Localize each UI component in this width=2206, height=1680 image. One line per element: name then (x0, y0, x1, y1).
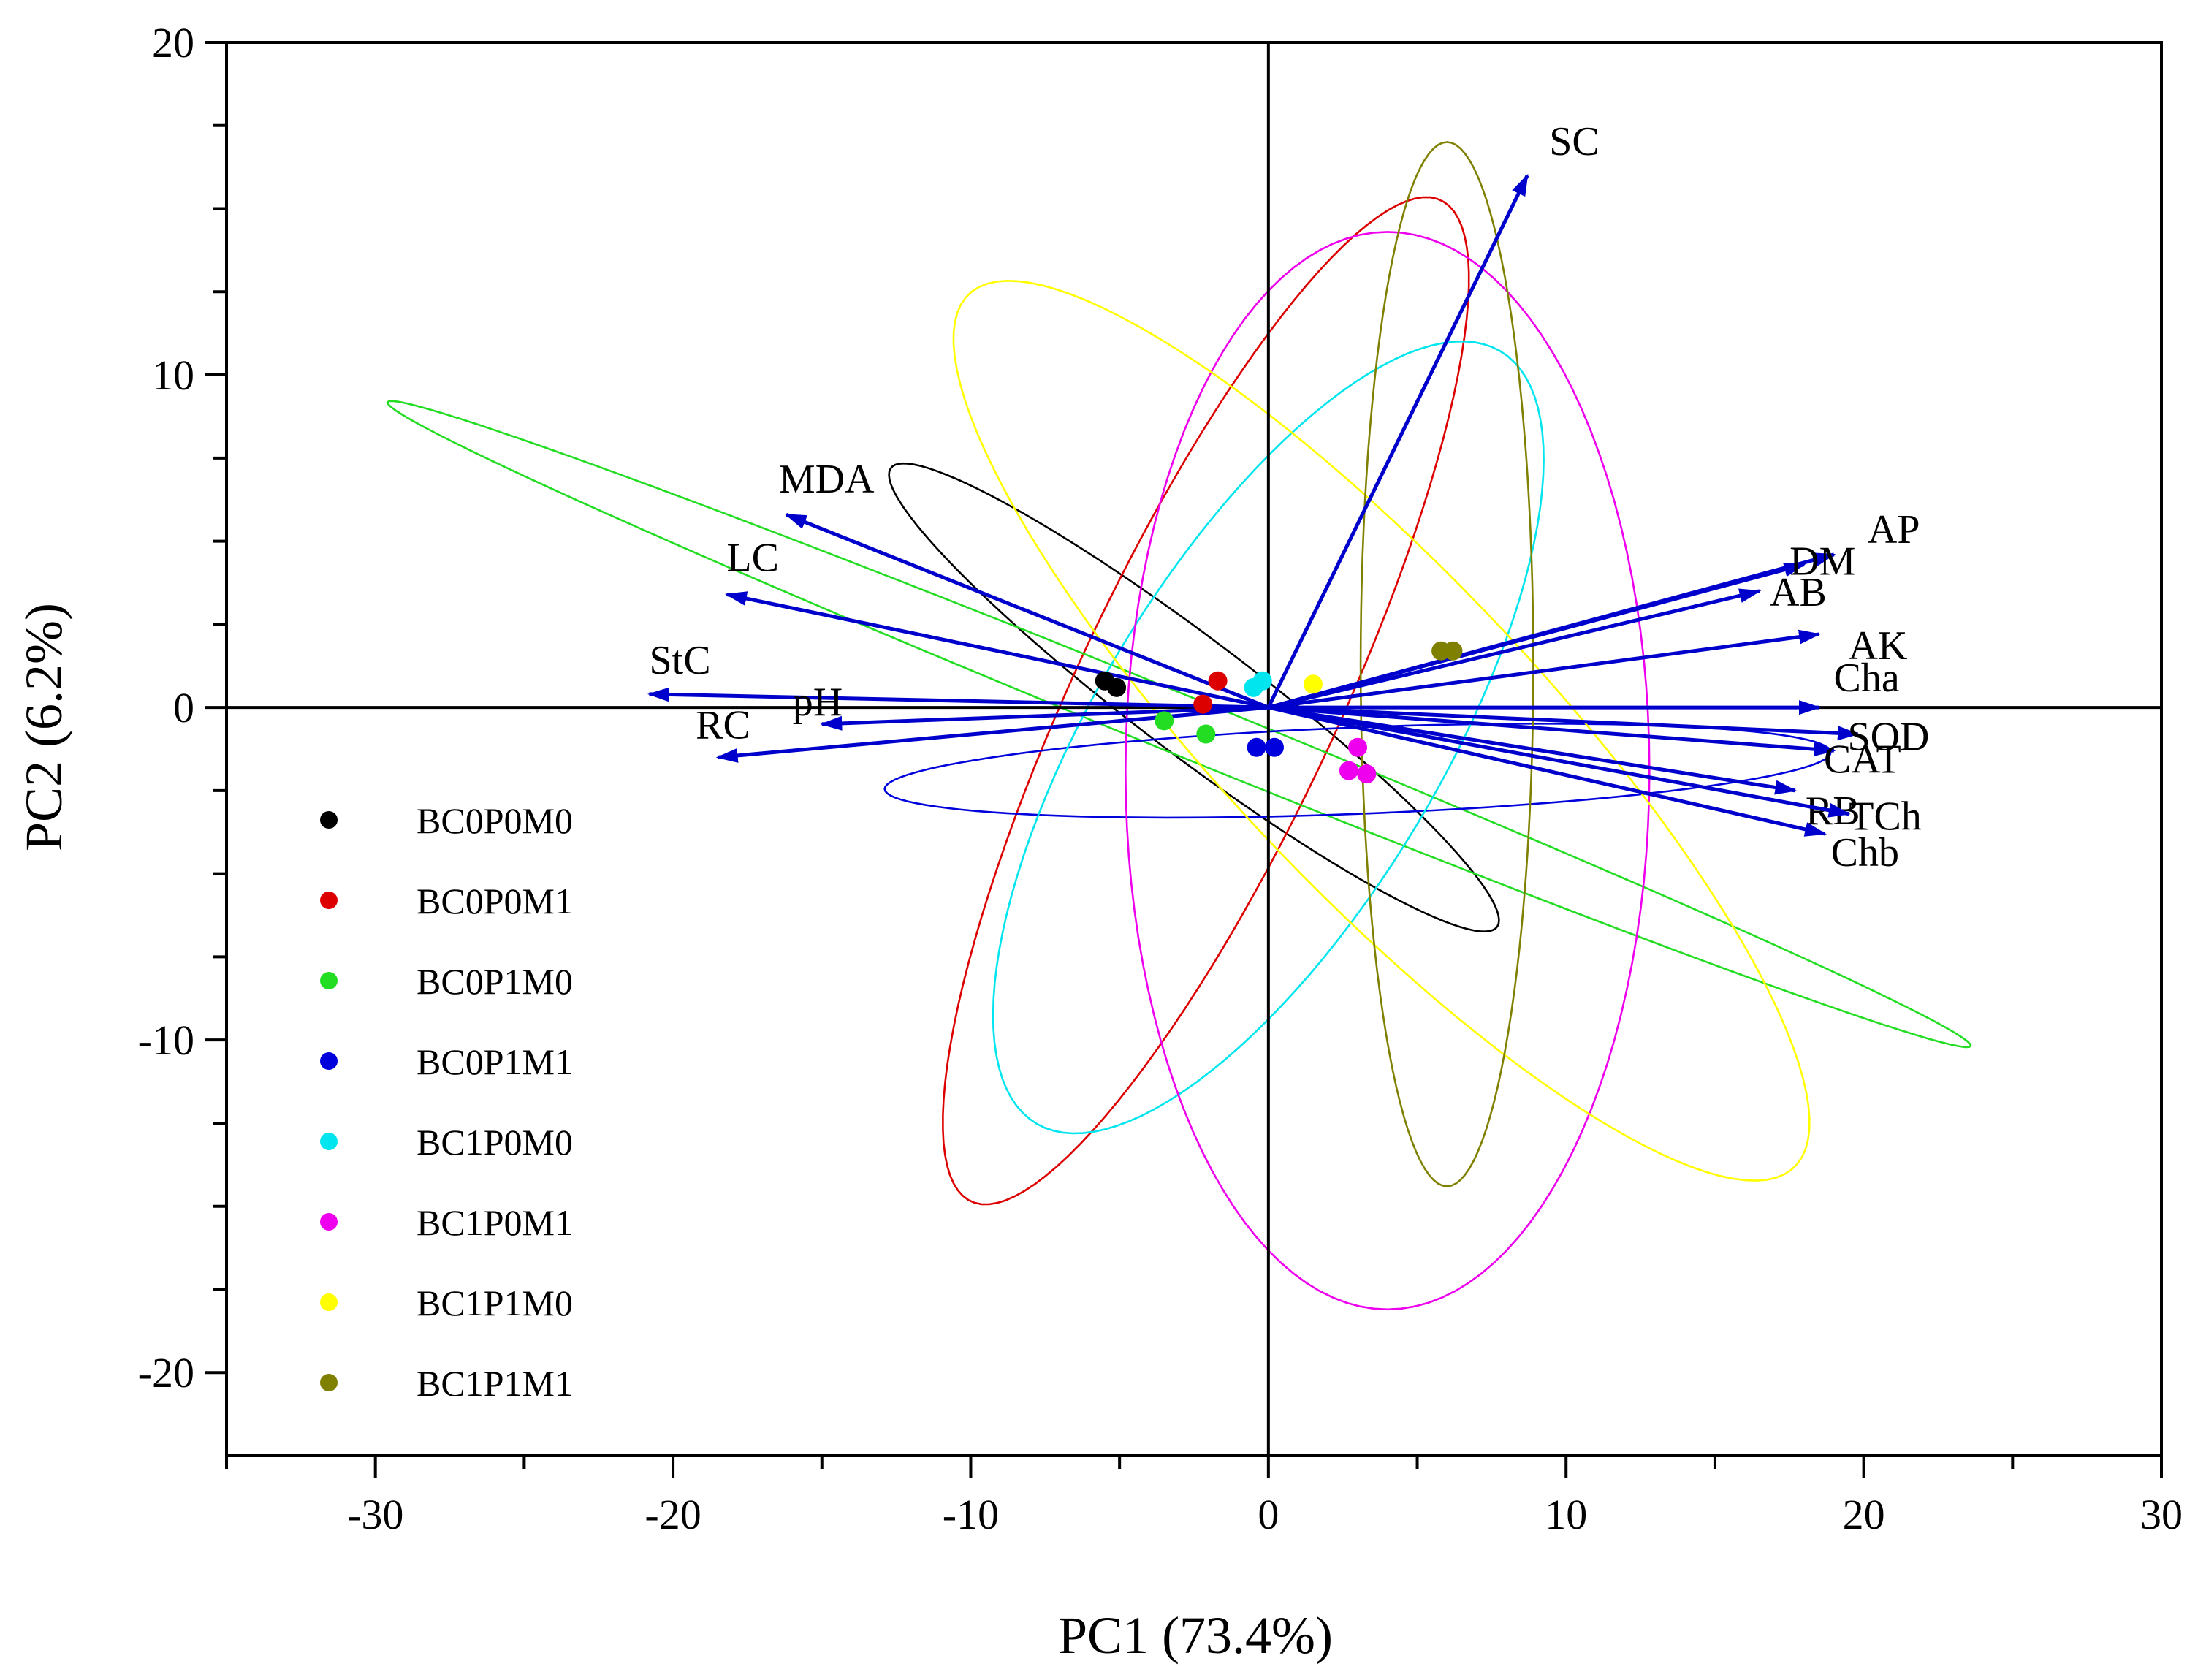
loading-label-dm: DM (1789, 539, 1855, 584)
legend: BC0P0M0 BC0P0M1 BC0P1M0 BC0P1M1 BC1P0M0 BC1P0… (320, 800, 573, 1404)
loading-arrow-sod (1268, 705, 1860, 741)
x-tick-label--30: -30 (347, 1491, 403, 1538)
ellipse-bc0p0m1 (942, 196, 1470, 1206)
plot-frame (225, 41, 2163, 1457)
x-tick-label-20: 20 (1843, 1491, 1885, 1538)
legend-marker-bc0p0m1 (320, 892, 338, 909)
ellipse-bc1p0m1 (1124, 231, 1651, 1311)
loading-label-cha: Cha (1834, 655, 1900, 701)
loading-arrow-lc (724, 591, 1269, 710)
legend-marker-bc0p1m1 (320, 1052, 338, 1070)
legend-marker-bc1p1m1 (320, 1374, 338, 1391)
legend-marker-bc1p1m0 (320, 1293, 338, 1311)
point-bc1p0m1-2 (1339, 761, 1358, 780)
y-tick-label--20: -20 (138, 1349, 194, 1396)
loading-label-chb: Chb (1831, 830, 1899, 875)
loading-label-sc: SC (1549, 119, 1600, 164)
loading-label-ph: pH (793, 680, 843, 725)
loading-arrow-ab (1268, 588, 1762, 710)
y-tick-label-20: 20 (152, 19, 194, 66)
legend-label-bc0p1m1: BC0P1M1 (417, 1041, 573, 1082)
loading-arrow-stc (647, 687, 1269, 710)
point-bc1p1m1-2 (1443, 641, 1463, 661)
loading-arrow-cat (1268, 705, 1836, 757)
point-bc0p0m1-2 (1193, 694, 1213, 714)
legend-label-bc1p0m0: BC1P0M0 (417, 1122, 573, 1163)
point-bc1p0m1-3 (1357, 764, 1377, 784)
loading-label-lc: LC (726, 535, 779, 580)
point-bc0p1m0-1 (1155, 711, 1174, 731)
legend-marker-bc1p0m1 (320, 1213, 338, 1231)
loading-arrow-ph (820, 705, 1269, 731)
legend-marker-bc1p0m0 (320, 1133, 338, 1150)
point-bc0p1m0-2 (1196, 724, 1216, 744)
point-bc0p1m1-2 (1264, 737, 1284, 757)
legend-marker-bc0p0m0 (320, 811, 338, 829)
x-tick-label-0: 0 (1258, 1491, 1279, 1538)
loading-arrow-tch (1268, 705, 1851, 818)
y-tick-label-10: 10 (152, 351, 194, 399)
loading-arrow-chb (1268, 705, 1827, 837)
legend-label-bc0p0m1: BC0P0M1 (417, 881, 573, 921)
y-tick-label--10: -10 (138, 1016, 194, 1064)
loading-arrow-dm (1268, 562, 1806, 710)
loading-label-tch: TCh (1849, 794, 1922, 840)
point-bc1p0m1-1 (1348, 737, 1368, 757)
legend-label-bc1p1m0: BC1P1M0 (417, 1282, 573, 1323)
legend-marker-bc0p1m0 (320, 972, 338, 989)
legend-label-bc0p0m0: BC0P0M0 (417, 800, 573, 841)
loading-arrow-mda (784, 512, 1269, 710)
x-tick-label-10: 10 (1545, 1491, 1587, 1538)
y-tick-label-0: 0 (173, 684, 194, 731)
point-bc1p1m0-1 (1303, 674, 1323, 694)
legend-label-bc1p1m1: BC1P1M1 (417, 1363, 573, 1404)
ellipse-bc0p1m1 (883, 723, 1832, 819)
x-axis-title: PC1 (73.4%) (1058, 1606, 1333, 1665)
point-bc1p0m0-2 (1252, 671, 1272, 691)
loading-label-ak: AK (1849, 623, 1908, 669)
loading-label-rc: RC (696, 702, 750, 748)
ellipse-bc0p1m0 (386, 400, 1972, 1049)
loading-arrow-rc (715, 705, 1269, 763)
point-bc0p0m0-2 (1107, 677, 1127, 697)
loading-label-sod: SOD (1847, 715, 1929, 760)
x-tick-label--10: -10 (943, 1491, 999, 1538)
loading-arrow-rb (1268, 705, 1798, 795)
loading-label-stc: StC (649, 638, 710, 683)
loading-arrow-ak (1268, 629, 1821, 710)
loading-label-mda: MDA (779, 457, 875, 502)
loading-arrow-sc (1266, 173, 1529, 709)
legend-label-bc1p0m1: BC1P0M1 (417, 1202, 573, 1243)
point-bc0p1m1-1 (1247, 737, 1266, 757)
x-tick-label--20: -20 (644, 1491, 701, 1538)
ellipse-bc1p1m0 (952, 279, 1811, 1182)
y-axis-title: PC2 (6.2%) (15, 603, 73, 851)
loading-label-ab: AB (1770, 570, 1827, 615)
point-bc0p0m1-1 (1208, 671, 1228, 691)
score-points (1095, 641, 1463, 784)
x-tick-label-30: 30 (2140, 1491, 2183, 1538)
confidence-ellipses (386, 141, 1972, 1311)
axes: -30 -20 -10 0 10 20 30 -20 -10 0 10 20 (138, 19, 2183, 1538)
legend-label-bc0p1m0: BC0P1M0 (417, 961, 573, 1002)
loading-label-cat: CAT (1824, 737, 1901, 782)
ellipse-bc1p1m1 (1359, 141, 1534, 1187)
loading-label-ap: AP (1868, 507, 1920, 552)
